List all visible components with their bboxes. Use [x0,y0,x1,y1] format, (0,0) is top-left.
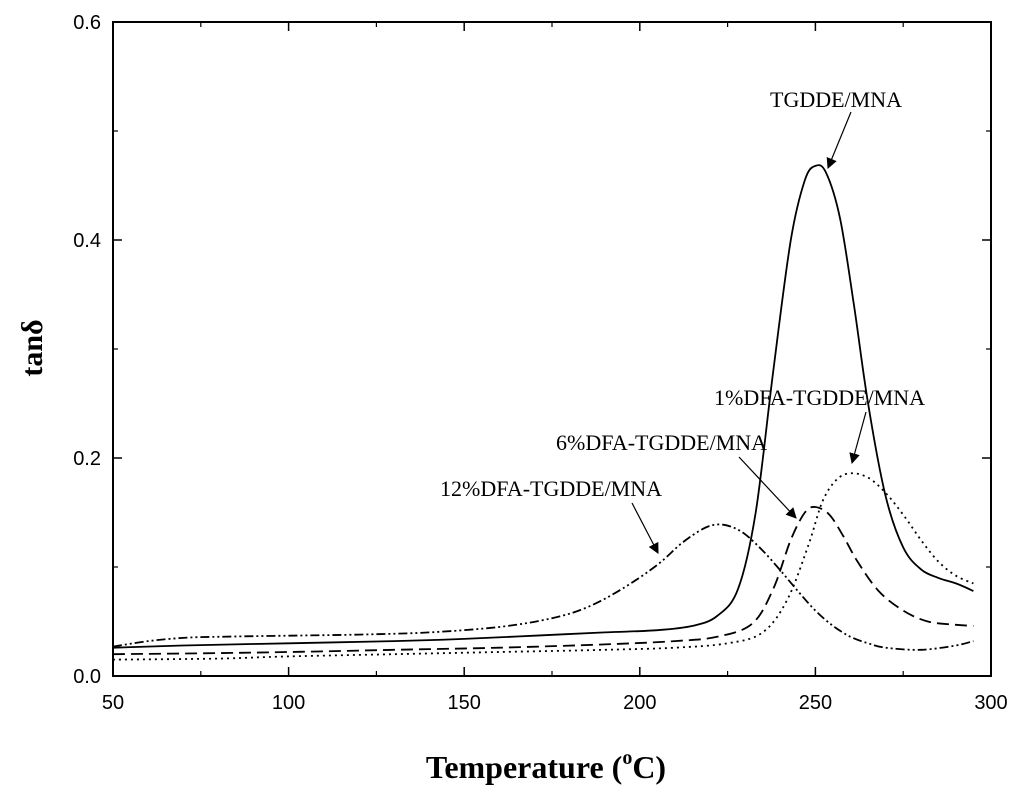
annotation-layer: TGDDE/MNA 1%DFA-TGDDE/MNA 6%DFA-TGDDE/MN… [440,87,925,554]
annotation-arrow-1pct-dfa [849,411,867,465]
y-tick-label: 0.4 [73,230,101,252]
annotation-1pct-dfa: 1%DFA-TGDDE/MNA [714,385,925,410]
y-tick-label: 0.0 [73,666,101,688]
series-line-6-dfa-tgdde-mna [112,506,974,656]
x-axis-title-text: Temperature [426,749,604,785]
x-axis-title: Temperature (oC) [426,747,666,785]
annotation-arrow-6pct-dfa [738,456,797,519]
x-axis-unit-superscript: o [622,747,632,769]
x-axis-ticks: 50 100 150 200 250 300 [102,22,1008,714]
annotation-12pct-dfa: 12%DFA-TGDDE/MNA [440,476,662,501]
y-axis-title: tanδ [16,319,49,376]
annotation-arrow-12pct-dfa [631,502,659,554]
series-line-tgdde-mna [112,164,974,649]
x-tick-label: 250 [799,692,832,714]
annotation-6pct-dfa: 6%DFA-TGDDE/MNA [556,430,767,455]
series-line-1-dfa-tgdde-mna [112,472,974,661]
x-axis-unit-open: ( [612,749,623,785]
x-axis-title-space [604,749,612,785]
y-tick-label: 0.2 [73,448,101,470]
series-layer [112,164,974,661]
annotation-tgdde-mna: TGDDE/MNA [770,87,902,112]
x-tick-label: 300 [974,692,1007,714]
x-tick-label: 150 [448,692,481,714]
annotation-arrow-tgdde-mna [826,111,852,169]
x-axis-unit-rest: C) [632,749,666,785]
series-line-12-dfa-tgdde-mna [112,523,974,651]
x-tick-label: 100 [272,692,305,714]
y-axis-ticks: 0.0 0.2 0.4 0.6 [73,12,991,688]
x-tick-label: 50 [102,692,124,714]
x-tick-label: 200 [623,692,656,714]
y-tick-label: 0.6 [73,12,101,34]
